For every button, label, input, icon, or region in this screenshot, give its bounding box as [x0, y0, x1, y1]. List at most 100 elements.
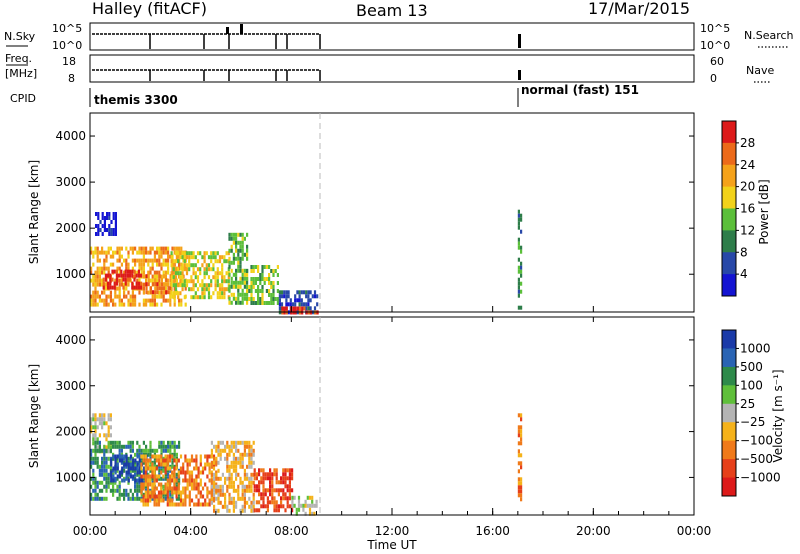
- power-cell-region-8: [301, 306, 304, 311]
- power-cell-region-4: [212, 291, 215, 296]
- power-cell-region-7: [298, 294, 301, 299]
- velocity-cell-region-3: [177, 458, 180, 463]
- velocity-cell-region-3: [149, 474, 152, 479]
- velocity-cell-region-1: [109, 480, 112, 485]
- power-cell-region-4: [216, 279, 219, 284]
- velocity-cell-region-6: [297, 499, 301, 504]
- power-cell-region-1: [103, 258, 106, 263]
- power-cell-region-5: [230, 284, 233, 289]
- power-cell-region-6: [261, 301, 264, 305]
- velocity-cell-region-3: [168, 486, 172, 491]
- velocity-cell-region-3: [182, 478, 185, 483]
- velocity-cell-region-4: [232, 444, 235, 449]
- velocity-cell-region-4: [252, 448, 255, 453]
- power-cell-region-5: [228, 264, 231, 269]
- power-cell-region-3: [156, 290, 159, 295]
- cpid-panel: CPID themis 3300 normal (fast) 151: [10, 83, 639, 107]
- power-cell-region-4: [194, 283, 197, 288]
- velocity-cell-region-7: [517, 493, 520, 498]
- power-cell-region-1: [145, 278, 148, 283]
- velocity-cell-region-1: [112, 484, 115, 489]
- velocity-cell-region-2: [118, 470, 122, 475]
- power-cell-region-5: [228, 236, 231, 241]
- velocity-cell-region-4: [235, 476, 238, 481]
- velocity-cell-region-1: [175, 472, 178, 477]
- velocity-cell-region-6: [306, 495, 309, 500]
- velocity-cell-region-3: [153, 470, 156, 475]
- velocity-cell-region-1: [109, 440, 112, 445]
- velocity-cell-region-4: [248, 464, 251, 469]
- velocity-cell-region-1: [134, 472, 137, 477]
- velocity-cell-region-3: [195, 502, 198, 507]
- power-cell-region-4: [188, 279, 191, 284]
- power-cell-region-1: [98, 298, 101, 303]
- power-cell-region-1: [101, 278, 104, 283]
- power-cell-region-4: [188, 263, 191, 268]
- velocity-cell-region-5: [288, 496, 291, 501]
- power-colorbar-tick-label: 8: [740, 245, 748, 259]
- velocity-cell-region-3: [171, 474, 174, 479]
- power-cell-region-1: [173, 302, 176, 307]
- velocity-cell-region-4: [250, 472, 253, 477]
- power-cell-region-3: [158, 286, 161, 291]
- velocity-cell-region-3: [173, 466, 176, 471]
- power-cell-region-1: [118, 266, 121, 271]
- velocity-cell-region-1: [92, 460, 95, 465]
- velocity-cell-region-7: [520, 489, 523, 494]
- power-cell-region-1: [134, 258, 137, 263]
- power-cell-region-9: [520, 249, 523, 254]
- velocity-cell-region-1: [98, 480, 101, 485]
- power-cell-region-4: [216, 271, 219, 276]
- velocity-cell-region-1: [160, 464, 163, 469]
- velocity-cell-region-1: [136, 484, 139, 489]
- velocity-cell-region-5: [262, 492, 265, 497]
- power-cell-region-1: [167, 278, 170, 283]
- power-cell-region-0: [114, 232, 117, 236]
- velocity-cell-region-4: [215, 488, 218, 493]
- velocity-cell-region-1: [134, 460, 137, 465]
- velocity-cell-region-2: [110, 474, 113, 479]
- velocity-cell-region-3: [166, 490, 169, 495]
- power-cell-region-1: [147, 290, 150, 295]
- velocity-cell-region-1: [140, 468, 143, 473]
- velocity-colorbar-swatch: [722, 385, 736, 405]
- power-cell-region-1: [90, 278, 93, 283]
- velocity-cell-region-1: [116, 468, 119, 473]
- velocity-cell-region-2: [110, 478, 113, 483]
- velocity-cell-region-1: [138, 496, 141, 501]
- velocity-cell-region-5: [284, 468, 287, 473]
- velocity-cell-region-0: [105, 421, 108, 426]
- power-cell-region-1: [156, 258, 159, 263]
- velocity-cell-region-0: [98, 433, 101, 438]
- power-cell-region-3: [167, 290, 170, 295]
- power-cell-region-1: [151, 266, 154, 271]
- power-cell-region-1: [90, 294, 93, 299]
- velocity-cell-region-4: [248, 440, 251, 445]
- power-cell-region-1: [142, 258, 145, 263]
- velocity-cell-region-6: [297, 507, 301, 512]
- velocity-cell-region-1: [178, 444, 181, 449]
- power-cell-region-1: [134, 302, 137, 307]
- power-colorbar-label: Power [dB]: [757, 179, 771, 244]
- velocity-cell-region-2: [116, 454, 119, 459]
- velocity-cell-region-1: [167, 440, 170, 445]
- velocity-cell-region-0: [94, 425, 97, 430]
- velocity-cell-region-1: [94, 488, 97, 493]
- power-cell-region-1: [164, 250, 167, 255]
- velocity-cell-region-1: [138, 480, 141, 485]
- velocity-cell-region-1: [94, 440, 97, 445]
- power-cell-region-1: [109, 246, 112, 251]
- velocity-cell-region-5: [264, 488, 267, 493]
- velocity-cell-region-1: [138, 448, 141, 453]
- power-cell-region-4: [190, 279, 193, 284]
- power-cell-region-1: [151, 278, 154, 283]
- velocity-cell-region-3: [182, 498, 185, 503]
- velocity-cell-region-3: [164, 462, 167, 467]
- power-cell-region-1: [171, 294, 174, 299]
- velocity-cell-region-3: [146, 462, 150, 467]
- power-cell-region-4: [203, 255, 206, 260]
- power-cell-region-1: [118, 254, 121, 259]
- power-cell-region-4: [201, 255, 204, 260]
- velocity-cell-region-5: [264, 476, 267, 481]
